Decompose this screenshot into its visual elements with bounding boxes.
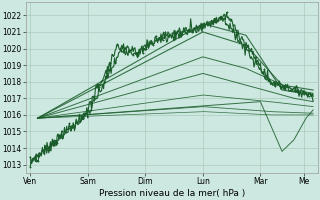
X-axis label: Pression niveau de la mer( hPa ): Pression niveau de la mer( hPa ) (99, 189, 245, 198)
